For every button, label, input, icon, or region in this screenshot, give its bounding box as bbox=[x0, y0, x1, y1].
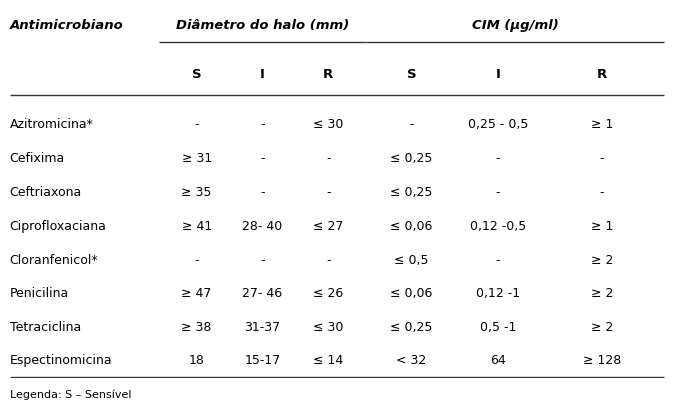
Text: R: R bbox=[323, 68, 334, 81]
Text: ≥ 35: ≥ 35 bbox=[181, 186, 212, 199]
Text: -: - bbox=[260, 152, 265, 165]
Text: ≤ 26: ≤ 26 bbox=[313, 288, 343, 300]
Text: -: - bbox=[326, 152, 330, 165]
Text: S: S bbox=[192, 68, 202, 81]
Text: ≤ 0,06: ≤ 0,06 bbox=[390, 220, 433, 233]
Text: ≥ 1: ≥ 1 bbox=[591, 220, 613, 233]
Text: -: - bbox=[195, 253, 199, 267]
Text: -: - bbox=[260, 118, 265, 132]
Text: 15-17: 15-17 bbox=[244, 354, 281, 367]
Text: R: R bbox=[597, 68, 607, 81]
Text: ≤ 30: ≤ 30 bbox=[313, 118, 343, 132]
Text: Ciprofloxaciana: Ciprofloxaciana bbox=[10, 220, 107, 233]
Text: -: - bbox=[496, 152, 500, 165]
Text: 28- 40: 28- 40 bbox=[242, 220, 283, 233]
Text: Tetraciclina: Tetraciclina bbox=[10, 321, 81, 334]
Text: ≤ 0,25: ≤ 0,25 bbox=[390, 152, 433, 165]
Text: 0,12 -0,5: 0,12 -0,5 bbox=[470, 220, 526, 233]
Text: ≤ 0,25: ≤ 0,25 bbox=[390, 186, 433, 199]
Text: ≥ 1: ≥ 1 bbox=[591, 118, 613, 132]
Text: -: - bbox=[496, 186, 500, 199]
Text: -: - bbox=[195, 118, 199, 132]
Text: Ceftriaxona: Ceftriaxona bbox=[10, 186, 82, 199]
Text: < 32: < 32 bbox=[396, 354, 426, 367]
Text: ≥ 47: ≥ 47 bbox=[181, 288, 212, 300]
Text: -: - bbox=[260, 186, 265, 199]
Text: Espectinomicina: Espectinomicina bbox=[10, 354, 112, 367]
Text: 0,5 -1: 0,5 -1 bbox=[480, 321, 516, 334]
Text: ≥ 38: ≥ 38 bbox=[181, 321, 212, 334]
Text: Cefixima: Cefixima bbox=[10, 152, 65, 165]
Text: Penicilina: Penicilina bbox=[10, 288, 69, 300]
Text: CIM (μg/ml): CIM (μg/ml) bbox=[472, 19, 558, 32]
Text: -: - bbox=[600, 186, 604, 199]
Text: ≥ 2: ≥ 2 bbox=[591, 288, 613, 300]
Text: Cloranfenicol*: Cloranfenicol* bbox=[10, 253, 98, 267]
Text: -: - bbox=[326, 253, 330, 267]
Text: ≥ 2: ≥ 2 bbox=[591, 321, 613, 334]
Text: Antimicrobiano: Antimicrobiano bbox=[10, 19, 124, 32]
Text: ≥ 31: ≥ 31 bbox=[181, 152, 211, 165]
Text: -: - bbox=[600, 152, 604, 165]
Text: 0,12 -1: 0,12 -1 bbox=[476, 288, 520, 300]
Text: ≤ 0,25: ≤ 0,25 bbox=[390, 321, 433, 334]
Text: I: I bbox=[260, 68, 265, 81]
Text: ≥ 2: ≥ 2 bbox=[591, 253, 613, 267]
Text: S: S bbox=[406, 68, 416, 81]
Text: -: - bbox=[260, 253, 265, 267]
Text: ≤ 14: ≤ 14 bbox=[313, 354, 343, 367]
Text: 31-37: 31-37 bbox=[244, 321, 281, 334]
Text: ≤ 30: ≤ 30 bbox=[313, 321, 343, 334]
Text: ≤ 0,06: ≤ 0,06 bbox=[390, 288, 433, 300]
Text: ≤ 0,5: ≤ 0,5 bbox=[394, 253, 429, 267]
Text: Azitromicina*: Azitromicina* bbox=[10, 118, 94, 132]
Text: ≤ 27: ≤ 27 bbox=[313, 220, 343, 233]
Text: 64: 64 bbox=[490, 354, 506, 367]
Text: 18: 18 bbox=[188, 354, 205, 367]
Text: 27- 46: 27- 46 bbox=[242, 288, 283, 300]
Text: Diâmetro do halo (mm): Diâmetro do halo (mm) bbox=[176, 19, 349, 32]
Text: 0,25 - 0,5: 0,25 - 0,5 bbox=[468, 118, 528, 132]
Text: -: - bbox=[326, 186, 330, 199]
Text: ≥ 41: ≥ 41 bbox=[181, 220, 211, 233]
Text: ≥ 128: ≥ 128 bbox=[583, 354, 621, 367]
Text: -: - bbox=[409, 118, 414, 132]
Text: Legenda: S – Sensível: Legenda: S – Sensível bbox=[10, 390, 131, 400]
Text: -: - bbox=[496, 253, 500, 267]
Text: I: I bbox=[496, 68, 500, 81]
